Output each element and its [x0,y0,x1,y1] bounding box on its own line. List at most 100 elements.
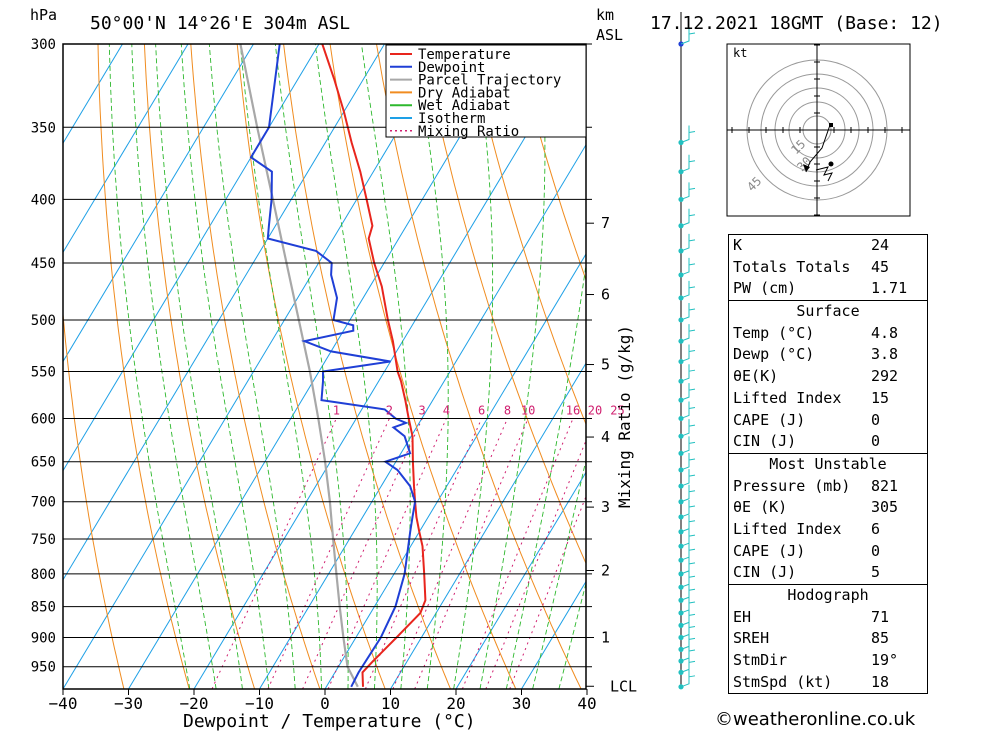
km-tick-label: 7 [601,214,610,232]
mixing-ratio-line [461,418,574,689]
legend-label: Temperature [418,47,511,63]
dry-adiabat-line [329,44,517,689]
mixing-ratio-line [267,418,390,689]
table-row: θE (K) 305 [729,497,927,519]
km-tick-label: 3 [601,498,610,516]
row-value: 6 [871,519,881,538]
wind-barb [680,556,696,575]
row-label: CAPE (J) [733,410,806,429]
legend-label: Isotherm [418,111,485,127]
dry-adiabat-line [515,44,586,282]
isotherm-line [390,362,586,689]
isotherm-line [193,44,582,689]
table-row: CAPE (J) 0 [729,541,927,563]
dry-adiabat-line [97,44,190,689]
datetime-title: 17.12.2021 18GMT (Base: 12) [650,13,943,34]
wet-adiabat-line [414,44,449,689]
isotherm-line [324,253,586,689]
wind-barb [680,469,696,487]
row-label: StmDir [733,651,788,670]
wind-barb [680,436,696,454]
row-value: 71 [871,607,890,626]
wind-barb [680,257,696,276]
isotherm-line [455,471,586,689]
km-tick-label: 2 [601,561,610,579]
wind-barb-dot [678,514,684,520]
dry-adiabat-line [283,44,451,689]
wind-barb-dot [678,669,684,675]
mixing-ratio-line [392,418,508,689]
temperature-line [321,44,427,687]
wind-barb [680,364,696,382]
km-tick-label: 5 [601,356,610,374]
wind-barb [680,302,696,321]
wet-adiabat-line [131,44,217,689]
dry-adiabat-line [63,309,125,689]
isotherm-line [259,143,586,689]
dry-adiabat-line [190,44,321,689]
wind-barb [680,529,696,547]
mixing-ratio-line [485,439,586,689]
dry-adiabat-line [468,44,586,426]
pressure-tick-label: 450 [31,256,56,272]
x-axis-title: Dewpoint / Temperature (°C) [183,711,476,732]
row-label: Lifted Index [733,388,842,407]
wind-barb [680,419,696,437]
isotherm-line [63,44,451,689]
row-label: CAPE (J) [733,541,806,560]
mixing-ratio-line [211,418,337,689]
plot-frame [62,43,587,690]
pressure-tick-label: 950 [31,660,56,676]
wet-adiabat-line [558,581,586,689]
wind-barb [680,125,696,143]
row-label: PW (cm) [733,279,797,298]
pressure-tick-label: 650 [31,455,56,471]
x-tick-label: 10 [381,694,400,713]
wet-adiabat-line [155,44,243,689]
row-value: 3.8 [871,345,899,364]
isotherm-line [63,44,189,254]
wind-barb [680,583,696,601]
km-tick-label: 6 [601,286,610,304]
pressure-tick-label: 600 [31,411,56,427]
wind-barb [680,182,696,200]
mixing-ratio-label: 6 [478,403,485,417]
pressure-tick-label: 350 [31,120,56,136]
x-tick-label: 40 [577,694,596,713]
dry-adiabat-line [934,44,1000,689]
dry-adiabat-line [143,44,256,689]
row-value: 5 [871,563,881,582]
wet-adiabat-line [505,261,586,689]
surface-title: Surface [796,302,860,321]
wind-barb-dot [678,584,684,590]
wind-barb [680,484,696,503]
mixing-ratio-label: 20 [588,403,602,417]
wet-adiabat-line [361,44,411,689]
x-tick-label: −10 [245,694,274,713]
location-title: 50°00'N 14°26'E 304m ASL [90,13,350,34]
table-row: StmSpd (kt) 18 [729,672,927,694]
wind-barb [680,595,696,614]
dry-adiabat-line [376,44,582,689]
indices-table: K 24 Totals Totals 45 PW (cm) 1.71 Surface Te… [728,234,928,695]
legend-label: Dry Adiabat [418,85,511,101]
table-row: Lifted Index 6 [729,519,927,541]
parcel-trajectory-line [239,44,359,688]
x-tick-label: 20 [446,694,465,713]
row-value: 85 [871,629,890,648]
plot-area [63,44,1000,689]
row-label: θE(K) [733,367,779,386]
wind-barb [680,154,696,173]
hodograph-barb [815,166,833,182]
pressure-tick-label: 400 [31,192,56,208]
row-label: Dewp (°C) [733,345,815,364]
row-value: 0 [871,432,881,451]
x-tick-label: −40 [49,694,78,713]
legend-label: Mixing Ratio [418,124,519,140]
row-label: CIN (J) [733,563,797,582]
mixing-ratio-line [327,418,447,689]
pressure-tick-label: 900 [31,631,56,647]
dry-adiabat-line [236,44,386,689]
